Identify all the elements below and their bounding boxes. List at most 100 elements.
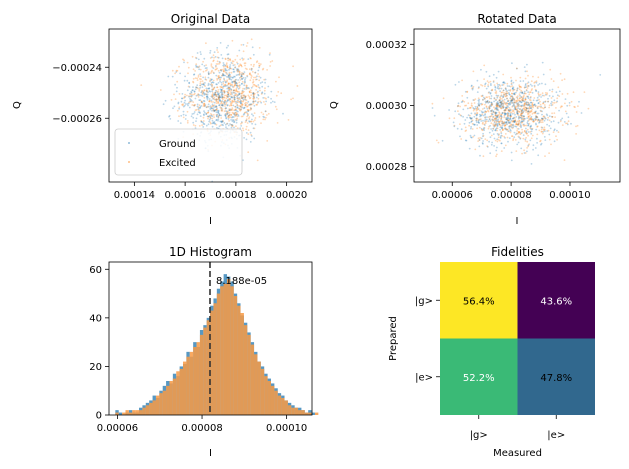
scatter-point-ground	[204, 92, 206, 95]
scatter-point-excited	[521, 97, 524, 100]
scatter-point-ground	[528, 103, 531, 106]
scatter-point-excited	[244, 62, 247, 64]
scatter-point-ground	[518, 100, 521, 103]
scatter-point-ground	[222, 86, 225, 88]
scatter-point-excited	[245, 86, 248, 88]
scatter-point-ground	[232, 116, 235, 118]
scatter-point-ground	[540, 142, 543, 145]
scatter-point-ground	[234, 114, 236, 116]
scatter-point-ground	[490, 101, 493, 104]
scatter-point-excited	[457, 110, 459, 112]
scatter-point-excited	[530, 137, 533, 140]
scatter-point-ground	[228, 109, 231, 111]
scatter-point-excited	[234, 80, 237, 83]
scatter-point-ground	[186, 103, 189, 105]
scatter-point-excited	[538, 105, 541, 108]
scatter-point-excited	[544, 128, 546, 131]
x-tick-label: |g>	[470, 430, 488, 441]
scatter-point-ground	[497, 115, 499, 117]
scatter-point-excited	[522, 137, 525, 140]
scatter-point-excited	[487, 84, 489, 86]
scatter-point-ground	[261, 91, 264, 94]
histogram-bar-excited	[237, 305, 241, 415]
scatter-point-ground	[219, 99, 221, 102]
scatter-point-excited	[536, 125, 539, 128]
scatter-point-excited	[460, 138, 463, 140]
histogram-bar-excited	[287, 405, 292, 415]
scatter-point-ground	[517, 107, 519, 110]
scatter-point-ground	[497, 94, 500, 97]
scatter-point-excited	[496, 153, 498, 156]
scatter-point-ground	[255, 78, 258, 81]
scatter-point-excited	[245, 118, 248, 121]
scatter-point-ground	[527, 122, 530, 125]
scatter-point-excited	[226, 95, 228, 98]
scatter-point-ground	[254, 123, 257, 126]
y-tick-label: 0.00032	[366, 40, 407, 51]
scatter-point-ground	[524, 70, 527, 73]
scatter-point-ground	[482, 114, 485, 117]
scatter-point-excited	[211, 94, 214, 97]
scatter-point-ground	[250, 135, 253, 137]
scatter-point-excited	[514, 106, 517, 109]
scatter-point-excited	[175, 69, 178, 72]
scatter-point-ground	[254, 71, 257, 74]
scatter-point-excited	[212, 114, 215, 116]
scatter-point-ground	[521, 109, 523, 112]
scatter-point-ground	[528, 118, 531, 121]
scatter-point-excited	[539, 119, 542, 122]
scatter-point-excited	[225, 62, 228, 64]
scatter-point-excited	[553, 102, 556, 104]
scatter-point-excited	[518, 93, 521, 95]
histogram-bar-excited	[186, 356, 190, 415]
scatter-point-ground	[215, 115, 218, 117]
scatter-point-ground	[472, 87, 474, 90]
scatter-point-ground	[199, 106, 202, 108]
scatter-point-excited	[229, 93, 232, 96]
scatter-point-excited	[240, 64, 243, 67]
scatter-point-excited	[226, 65, 228, 68]
histogram-bar-excited	[172, 378, 177, 415]
scatter-point-excited	[220, 86, 223, 89]
scatter-point-ground	[522, 134, 525, 137]
scatter-point-excited	[520, 122, 523, 124]
scatter-point-excited	[223, 91, 226, 94]
scatter-point-ground	[232, 68, 235, 71]
scatter-point-excited	[539, 93, 542, 96]
scatter-point-excited	[253, 127, 256, 130]
scatter-point-ground	[270, 90, 273, 93]
scatter-point-excited	[520, 115, 523, 118]
scatter-point-excited	[505, 90, 508, 93]
scatter-point-excited	[487, 81, 490, 84]
scatter-point-ground	[242, 159, 244, 162]
scatter-point-ground	[508, 127, 511, 129]
scatter-point-ground	[236, 97, 239, 100]
scatter-point-ground	[203, 100, 206, 103]
scatter-point-ground	[527, 124, 529, 127]
histogram-bar-excited	[230, 286, 234, 415]
scatter-point-ground	[220, 83, 223, 86]
scatter-point-excited	[239, 105, 242, 107]
scatter-point-excited	[478, 104, 480, 107]
scatter-point-excited	[178, 106, 181, 109]
scatter-point-excited	[549, 68, 552, 71]
scatter-point-excited	[512, 110, 515, 112]
scatter-point-ground	[485, 118, 488, 121]
scatter-point-ground	[516, 103, 519, 106]
scatter-point-excited	[501, 106, 504, 108]
scatter-point-ground	[480, 114, 482, 117]
scatter-point-excited	[534, 105, 537, 107]
scatter-point-ground	[223, 101, 226, 104]
scatter-point-ground	[168, 115, 170, 118]
scatter-point-ground	[501, 84, 504, 86]
scatter-point-ground	[505, 106, 508, 109]
scatter-point-excited	[496, 104, 499, 107]
scatter-point-excited	[200, 78, 202, 81]
scatter-point-excited	[209, 72, 212, 74]
scatter-point-ground	[482, 111, 485, 114]
scatter-point-ground	[550, 121, 553, 123]
scatter-point-excited	[191, 104, 194, 106]
scatter-point-excited	[516, 133, 518, 135]
scatter-point-excited	[243, 111, 246, 114]
scatter-point-excited	[541, 132, 544, 135]
